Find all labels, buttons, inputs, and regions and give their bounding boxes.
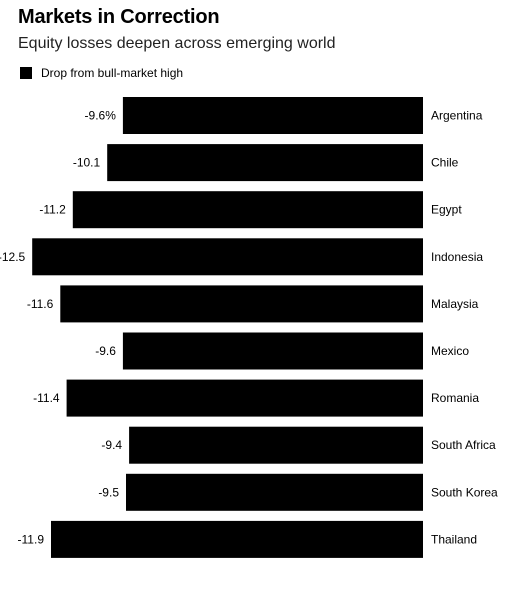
- value-label-chile: -10.1: [73, 156, 101, 170]
- bar-romania: [66, 379, 423, 417]
- value-label-south-korea: -9.5: [98, 485, 119, 499]
- bar-thailand: [51, 520, 423, 558]
- category-label-malaysia: Malaysia: [431, 297, 479, 311]
- legend: Drop from bull-market high: [20, 66, 183, 80]
- category-label-south-africa: South Africa: [431, 438, 496, 452]
- bar-indonesia: [32, 238, 423, 276]
- legend-swatch: [20, 67, 32, 79]
- value-label-mexico: -9.6: [95, 344, 116, 358]
- bar-malaysia: [60, 285, 424, 323]
- category-label-chile: Chile: [431, 156, 459, 170]
- legend-label: Drop from bull-market high: [41, 66, 184, 80]
- value-label-south-africa: -9.4: [101, 438, 122, 452]
- bar-south-africa: [129, 426, 423, 464]
- category-label-argentina: Argentina: [431, 109, 483, 123]
- value-label-indonesia: -12.5: [0, 250, 26, 264]
- value-label-romania: -11.4: [33, 391, 60, 405]
- value-label-malaysia: -11.6: [27, 297, 54, 311]
- value-label-thailand: -11.9: [18, 532, 45, 546]
- chart-title: Markets in Correction: [18, 6, 220, 28]
- category-label-thailand: Thailand: [431, 532, 477, 546]
- bar-mexico: [122, 332, 424, 370]
- bar-south-korea: [126, 473, 423, 511]
- bar-egypt: [72, 191, 424, 229]
- category-label-south-korea: South Korea: [431, 485, 498, 499]
- bar-argentina: [122, 97, 424, 134]
- category-label-mexico: Mexico: [431, 344, 469, 358]
- bar-chile: [107, 144, 423, 182]
- category-label-romania: Romania: [431, 391, 479, 405]
- value-label-argentina: -9.6%: [85, 109, 117, 123]
- value-label-egypt: -11.2: [39, 203, 66, 217]
- chart-subtitle: Equity losses deepen across emerging wor…: [18, 35, 336, 52]
- category-label-indonesia: Indonesia: [431, 250, 483, 264]
- category-label-egypt: Egypt: [431, 203, 462, 217]
